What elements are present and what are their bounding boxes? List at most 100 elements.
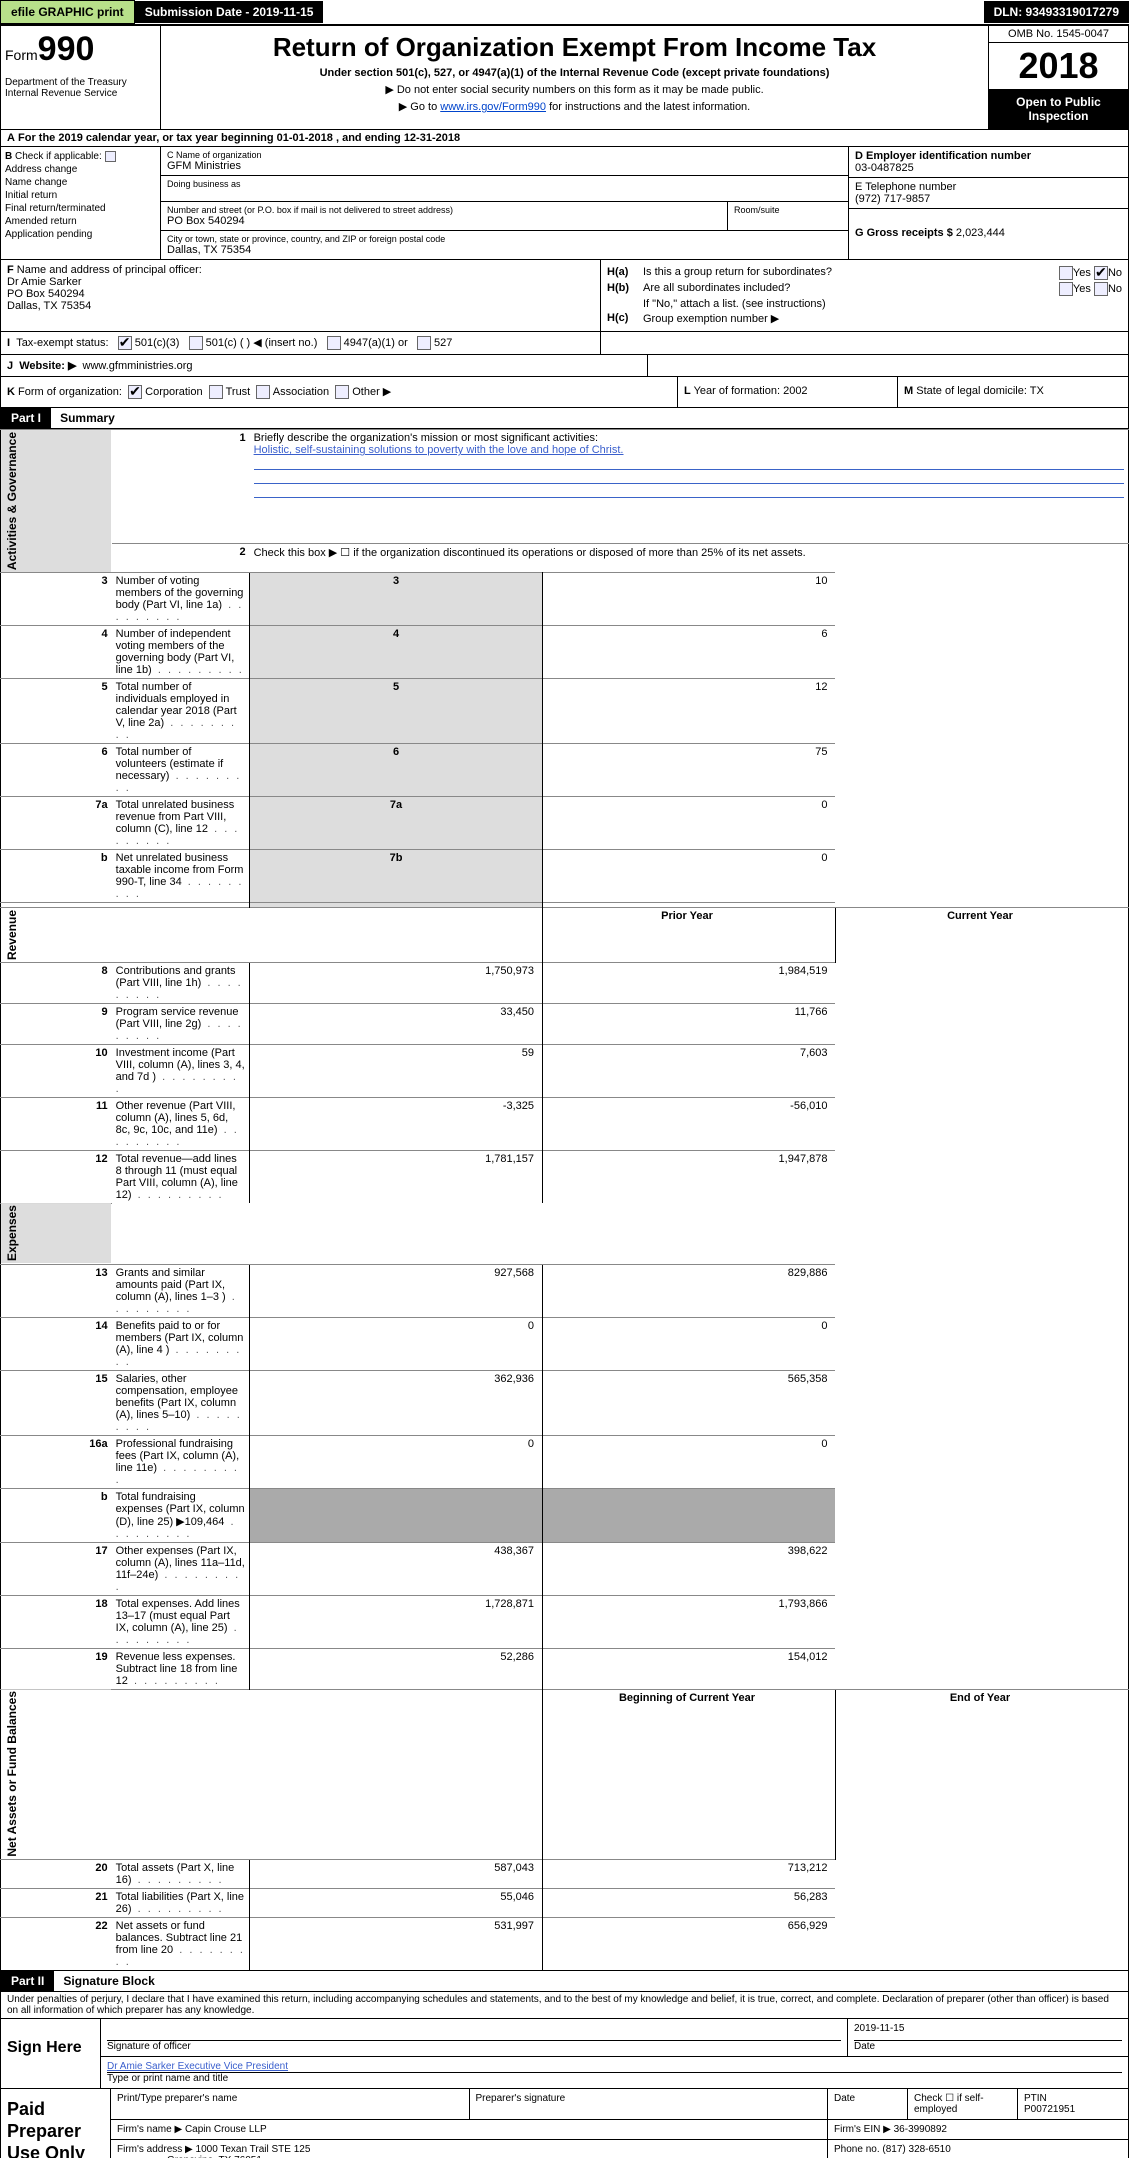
form-org-checkbox[interactable] [256, 385, 270, 399]
part1-header: Part I Summary [0, 408, 1129, 429]
col-d: D Employer identification number 03-0487… [848, 147, 1128, 259]
efile-badge: efile GRAPHIC print [0, 0, 135, 24]
tax-status-checkbox[interactable] [327, 336, 341, 350]
hb-yes-checkbox[interactable] [1059, 282, 1073, 296]
tax-status-checkbox[interactable] [189, 336, 203, 350]
city-value: Dallas, TX 75354 [167, 244, 842, 256]
officer-po: PO Box 540294 [7, 288, 85, 300]
header-right: OMB No. 1545-0047 2018 Open to Public In… [988, 26, 1128, 129]
hb-no-checkbox[interactable] [1094, 282, 1108, 296]
row-i: I Tax-exempt status: 501(c)(3) 501(c) ( … [0, 332, 1129, 355]
ha-yes-checkbox[interactable] [1059, 266, 1073, 280]
addr-value: PO Box 540294 [167, 215, 721, 227]
table-row: 14Benefits paid to or for members (Part … [1, 1317, 1129, 1370]
penalties-text: Under penalties of perjury, I declare th… [0, 1992, 1129, 2019]
omb-number: OMB No. 1545-0047 [989, 26, 1128, 43]
state-domicile: TX [1030, 385, 1044, 397]
row-a: A For the 2019 calendar year, or tax yea… [0, 130, 1129, 147]
submission-date: Submission Date - 2019-11-15 [135, 1, 324, 23]
city-label: City or town, state or province, country… [167, 234, 842, 244]
form-title: Return of Organization Exempt From Incom… [167, 32, 982, 63]
tax-year: 2018 [989, 43, 1128, 89]
paid-preparer-block: Paid Preparer Use Only Print/Type prepar… [0, 2089, 1129, 2158]
summary-table: Activities & Governance 1 Briefly descri… [0, 429, 1129, 1971]
header-left: Form990 Department of the Treasury Inter… [1, 26, 161, 129]
form-org-checkbox[interactable] [209, 385, 223, 399]
table-row: 7aTotal unrelated business revenue from … [1, 797, 1129, 850]
header-mid: Return of Organization Exempt From Incom… [161, 26, 988, 129]
table-row: 5Total number of individuals employed in… [1, 679, 1129, 744]
table-row: 9Program service revenue (Part VIII, lin… [1, 1004, 1129, 1045]
org-name: GFM Ministries [167, 160, 842, 172]
table-row: bTotal fundraising expenses (Part IX, co… [1, 1488, 1129, 1542]
hc-right [648, 355, 1128, 376]
part2-header: Part II Signature Block [0, 1971, 1129, 1992]
row-j: J Website: ▶ www.gfmministries.org [0, 355, 1129, 377]
dln: DLN: 93493319017279 [984, 1, 1129, 23]
year-formation: 2002 [783, 385, 807, 397]
table-row: 15Salaries, other compensation, employee… [1, 1370, 1129, 1435]
table-row: 6Total number of volunteers (estimate if… [1, 744, 1129, 797]
col-b: B Check if applicable: Address changeNam… [1, 147, 161, 259]
ptin: P00721951 [1024, 2104, 1075, 2115]
checkbox-icon[interactable] [105, 151, 116, 162]
table-row: 13Grants and similar amounts paid (Part … [1, 1264, 1129, 1317]
irs-link[interactable]: www.irs.gov/Form990 [440, 101, 546, 113]
colb-item: Address change [5, 164, 156, 175]
room-suite-label: Room/suite [728, 202, 848, 230]
colb-item: Name change [5, 177, 156, 188]
firm-ein: 36-3990892 [894, 2124, 947, 2135]
dba-label: Doing business as [167, 179, 842, 189]
paid-label: Paid Preparer Use Only [1, 2089, 111, 2158]
col-h: H(a) Is this a group return for subordin… [601, 260, 1128, 331]
header-sub3: ▶ Go to www.irs.gov/Form990 for instruct… [167, 100, 982, 113]
table-row: 16aProfessional fundraising fees (Part I… [1, 1435, 1129, 1488]
section-bcd: B Check if applicable: Address changeNam… [0, 147, 1129, 260]
officer-name-title: Dr Amie Sarker Executive Vice President [107, 2061, 1122, 2073]
table-row: 10Investment income (Part VIII, column (… [1, 1045, 1129, 1098]
col-c: C Name of organization GFM Ministries Do… [161, 147, 848, 259]
table-row: 12Total revenue—add lines 8 through 11 (… [1, 1151, 1129, 1204]
colb-item: Final return/terminated [5, 203, 156, 214]
sig-date: 2019-11-15 [854, 2023, 904, 2034]
firm-city: Grapevine, TX 76051 [167, 2155, 262, 2158]
preparer-phone: (817) 328-6510 [882, 2144, 950, 2155]
table-row: 19Revenue less expenses. Subtract line 1… [1, 1648, 1129, 1689]
vtab-netassets: Net Assets or Fund Balances [1, 1689, 112, 1860]
website-link[interactable]: www.gfmministries.org [83, 360, 193, 372]
sign-here-label: Sign Here [1, 2019, 101, 2088]
row-fh: F Name and address of principal officer:… [0, 260, 1129, 332]
tax-status-checkbox[interactable] [417, 336, 431, 350]
ha-no-checkbox[interactable] [1094, 266, 1108, 280]
colb-item: Amended return [5, 216, 156, 227]
officer-city: Dallas, TX 75354 [7, 300, 91, 312]
ein-label: D Employer identification number [855, 150, 1122, 162]
form-org-checkbox[interactable] [335, 385, 349, 399]
gross-label: G Gross receipts $ [855, 227, 956, 239]
vtab-activities: Activities & Governance [1, 430, 112, 573]
colb-item: Initial return [5, 190, 156, 201]
ein-value: 03-0487825 [855, 162, 1122, 174]
gross-value: 2,023,444 [956, 227, 1005, 239]
col-f: F Name and address of principal officer:… [1, 260, 601, 331]
signature-block: Sign Here Signature of officer 2019-11-1… [0, 2019, 1129, 2089]
row-klm: K Form of organization: Corporation Trus… [0, 377, 1129, 408]
mission-text: Holistic, self-sustaining solutions to p… [254, 444, 624, 456]
table-row: 22Net assets or fund balances. Subtract … [1, 1918, 1129, 1971]
header-sub2: ▶ Do not enter social security numbers o… [167, 83, 982, 96]
form-prefix: Form [5, 47, 38, 63]
table-row: 8Contributions and grants (Part VIII, li… [1, 963, 1129, 1004]
table-row: 11Other revenue (Part VIII, column (A), … [1, 1098, 1129, 1151]
table-row: bNet unrelated business taxable income f… [1, 850, 1129, 903]
dept-label: Department of the Treasury Internal Reve… [5, 77, 156, 99]
tax-status-checkbox[interactable] [118, 336, 132, 350]
phone-label: E Telephone number [855, 181, 1122, 193]
form-number: 990 [38, 30, 95, 68]
c-name-label: C Name of organization [167, 150, 842, 160]
form-header: Form990 Department of the Treasury Inter… [0, 25, 1129, 130]
open-to-public: Open to Public Inspection [989, 89, 1128, 129]
table-row: 20Total assets (Part X, line 16) 587,043… [1, 1860, 1129, 1889]
form-org-checkbox[interactable] [128, 385, 142, 399]
colb-item: Application pending [5, 229, 156, 240]
vtab-expenses: Expenses [1, 1203, 112, 1264]
